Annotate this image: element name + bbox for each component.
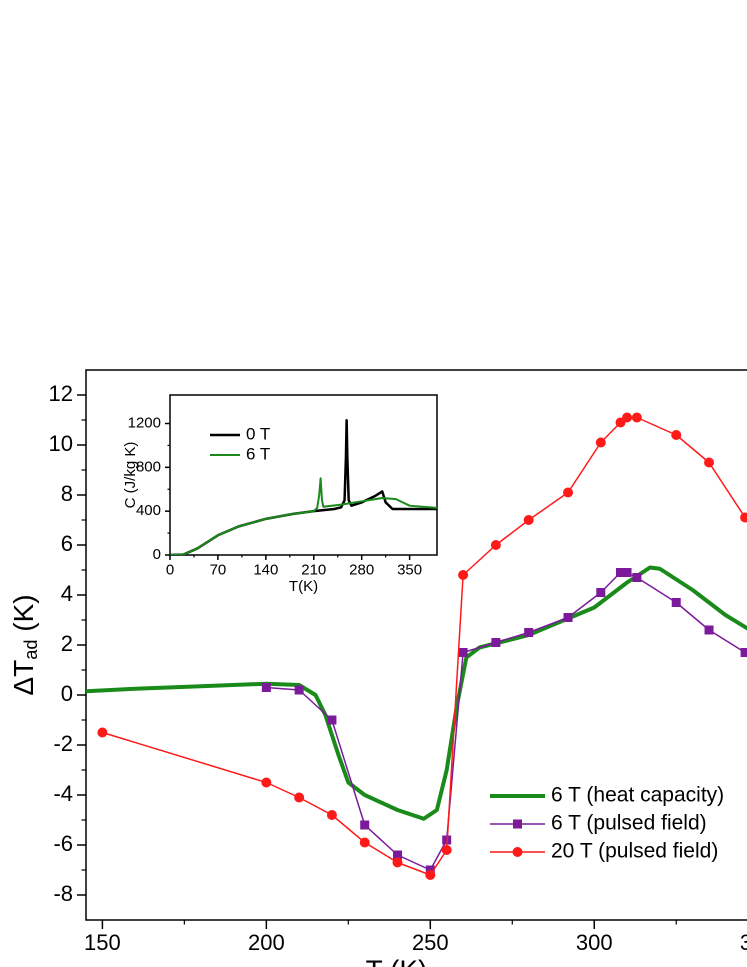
- y-tick-label: -4: [53, 781, 73, 806]
- marker: [563, 613, 573, 622]
- x-axis-label: T (K): [366, 955, 428, 967]
- y-label-sub: ad: [21, 640, 41, 660]
- y-tick-label: 800: [136, 458, 161, 475]
- x-tick-label: 0: [166, 561, 174, 578]
- y-label-main: C (J/kg K): [122, 442, 139, 509]
- marker: [359, 837, 370, 848]
- marker: [360, 820, 370, 830]
- marker: [615, 568, 625, 577]
- x-axis-label: T(K): [289, 578, 318, 595]
- marker: [740, 512, 747, 523]
- series-line: [266, 571, 746, 871]
- y-tick-label: -8: [53, 881, 73, 906]
- y-tick-label: -2: [53, 731, 73, 756]
- legend-label: 20 T (pulsed field): [551, 840, 718, 863]
- y-tick-label: 6: [61, 531, 73, 556]
- x-tick-label: 200: [248, 930, 285, 955]
- x-tick-label: 350: [740, 930, 747, 955]
- marker: [458, 648, 468, 657]
- y-tick-label: 1200: [128, 414, 161, 431]
- series-line: [86, 565, 747, 821]
- marker: [441, 845, 452, 855]
- inset-background: [170, 395, 437, 555]
- x-tick-label: 70: [210, 561, 227, 578]
- marker: [490, 540, 501, 550]
- marker: [97, 727, 108, 738]
- legend-marker: [512, 847, 523, 857]
- marker: [622, 568, 632, 577]
- marker: [631, 412, 642, 423]
- marker: [704, 457, 715, 468]
- marker: [393, 850, 403, 860]
- y-tick-label: 8: [61, 481, 73, 506]
- marker: [595, 437, 606, 448]
- marker: [740, 648, 747, 657]
- y-tick-label: 0: [61, 681, 73, 706]
- marker: [632, 573, 642, 582]
- x-tick-label: 300: [576, 930, 613, 955]
- y-axis-label: ΔTad (K): [8, 594, 40, 695]
- legend-marker: [513, 819, 522, 829]
- y-tick-label: 0: [153, 546, 161, 563]
- x-tick-label: 350: [397, 561, 422, 578]
- series-group: [86, 412, 747, 880]
- y-tick-label: -6: [53, 831, 73, 856]
- y-tick-label: 2: [61, 631, 73, 656]
- y-axis-label: C (J/kg K): [122, 442, 139, 509]
- marker: [671, 598, 681, 607]
- y-tick-label: 400: [136, 502, 161, 519]
- marker: [458, 570, 469, 580]
- series-line: [170, 477, 437, 555]
- marker: [491, 638, 501, 647]
- marker: [671, 430, 682, 440]
- marker: [392, 857, 403, 868]
- legend-label: 6 T (heat capacity): [551, 784, 724, 807]
- marker: [294, 792, 305, 803]
- x-tick-label: 140: [253, 561, 278, 578]
- marker: [327, 715, 337, 725]
- plot-frame: [169, 394, 438, 556]
- x-tick-label: 210: [301, 561, 326, 578]
- legend-label: 6 T: [246, 444, 270, 463]
- marker: [294, 685, 304, 695]
- legend-label: 6 T (pulsed field): [551, 812, 707, 835]
- y-tick-label: 10: [49, 431, 73, 456]
- marker: [563, 487, 574, 498]
- x-tick-label: 150: [84, 930, 121, 955]
- marker: [261, 777, 272, 788]
- marker: [704, 625, 714, 635]
- legend-label: 0 T: [246, 424, 270, 443]
- y-label-main: ΔT: [8, 660, 39, 696]
- series-group: [170, 418, 437, 555]
- x-tick-label: 280: [349, 561, 374, 578]
- marker: [596, 588, 606, 597]
- marker: [524, 628, 534, 637]
- y-label-unit: (K): [8, 594, 39, 639]
- x-tick-label: 250: [412, 930, 449, 955]
- marker: [622, 412, 633, 423]
- y-tick-label: 4: [61, 581, 73, 606]
- marker: [425, 870, 436, 880]
- y-tick-label: 12: [49, 381, 73, 406]
- marker: [326, 810, 337, 820]
- marker: [261, 683, 271, 692]
- marker: [523, 515, 534, 525]
